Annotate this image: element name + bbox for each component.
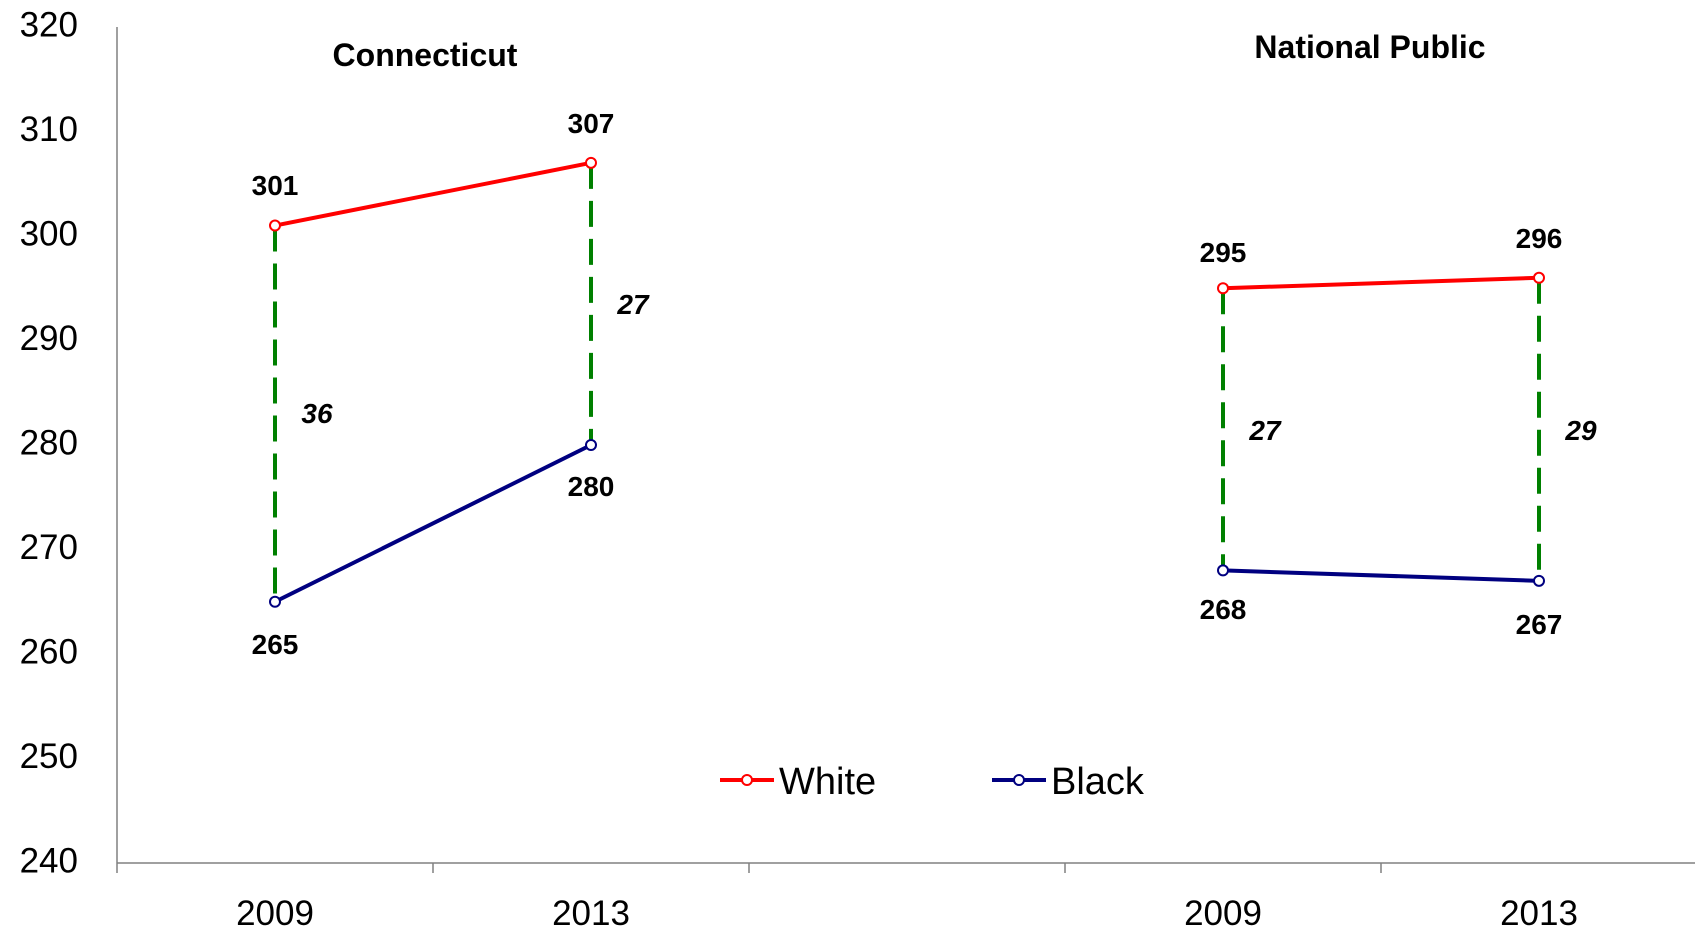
y-tick-label: 310 xyxy=(20,110,78,149)
y-tick-label: 280 xyxy=(20,423,78,462)
data-point-ct-black-2013 xyxy=(585,439,597,451)
data-label-ct-white-2009: 301 xyxy=(252,170,299,201)
legend: White Black xyxy=(720,761,1145,803)
legend-label-black: Black xyxy=(1051,761,1145,803)
gap-lines xyxy=(273,162,1541,602)
x-tick-label: 2013 xyxy=(1500,894,1578,933)
data-point-np-black-2013 xyxy=(1533,574,1545,587)
data-label-ct-black-2009: 265 xyxy=(252,629,299,660)
y-tick-label: 300 xyxy=(20,214,78,253)
series-lines xyxy=(274,160,1540,604)
legend-item-white: White xyxy=(720,761,876,803)
gap-labels: 36 27 27 29 xyxy=(301,289,1597,446)
panel-title-national-public: National Public xyxy=(1254,29,1485,65)
x-tick-label: 2009 xyxy=(236,894,314,933)
series-line-np-black xyxy=(1222,568,1540,583)
data-point-np-black-2009 xyxy=(1217,564,1229,577)
data-label-np-black-2013: 267 xyxy=(1516,609,1563,640)
x-tick-labels: 2009 2013 2009 2013 xyxy=(236,894,1578,933)
y-tick-label: 240 xyxy=(20,841,78,880)
y-tick-label: 320 xyxy=(20,5,78,44)
data-points xyxy=(269,156,1545,608)
legend-label-white: White xyxy=(779,761,876,803)
series-line-ct-white xyxy=(274,160,592,228)
data-label-np-black-2009: 268 xyxy=(1200,594,1247,625)
data-point-ct-white-2009 xyxy=(269,219,281,232)
data-point-ct-white-2013 xyxy=(585,156,597,169)
legend-swatch-marker-white xyxy=(741,774,753,786)
data-label-np-white-2013: 296 xyxy=(1516,223,1563,254)
data-point-ct-black-2009 xyxy=(269,595,281,608)
y-tick-label: 260 xyxy=(20,632,78,671)
y-tick-label: 290 xyxy=(20,319,78,358)
x-tick-label: 2013 xyxy=(552,894,630,933)
gap-label-np-2013: 29 xyxy=(1564,415,1597,446)
data-label-np-white-2009: 295 xyxy=(1200,237,1247,268)
series-line-np-white xyxy=(1222,275,1540,291)
legend-item-black: Black xyxy=(992,761,1145,803)
data-point-np-white-2013 xyxy=(1533,271,1545,284)
x-tick-label: 2009 xyxy=(1184,894,1262,933)
y-tick-label: 270 xyxy=(20,528,78,567)
series-line-ct-black xyxy=(274,443,592,604)
gap-label-ct-2013: 27 xyxy=(616,289,650,320)
panel-title-connecticut: Connecticut xyxy=(333,37,518,73)
gap-label-np-2009: 27 xyxy=(1248,415,1282,446)
y-tick-labels: 320 310 300 290 280 270 260 250 240 xyxy=(20,5,78,880)
y-tick-label: 250 xyxy=(20,737,78,776)
legend-swatch-marker-black xyxy=(1013,774,1025,786)
data-label-ct-white-2013: 307 xyxy=(568,108,615,139)
data-label-ct-black-2013: 280 xyxy=(568,471,615,502)
gap-label-ct-2009: 36 xyxy=(301,398,333,429)
data-point-np-white-2009 xyxy=(1217,282,1229,295)
x-ticks xyxy=(116,863,1382,873)
data-labels: 301 307 265 280 295 296 268 267 xyxy=(252,108,1563,660)
